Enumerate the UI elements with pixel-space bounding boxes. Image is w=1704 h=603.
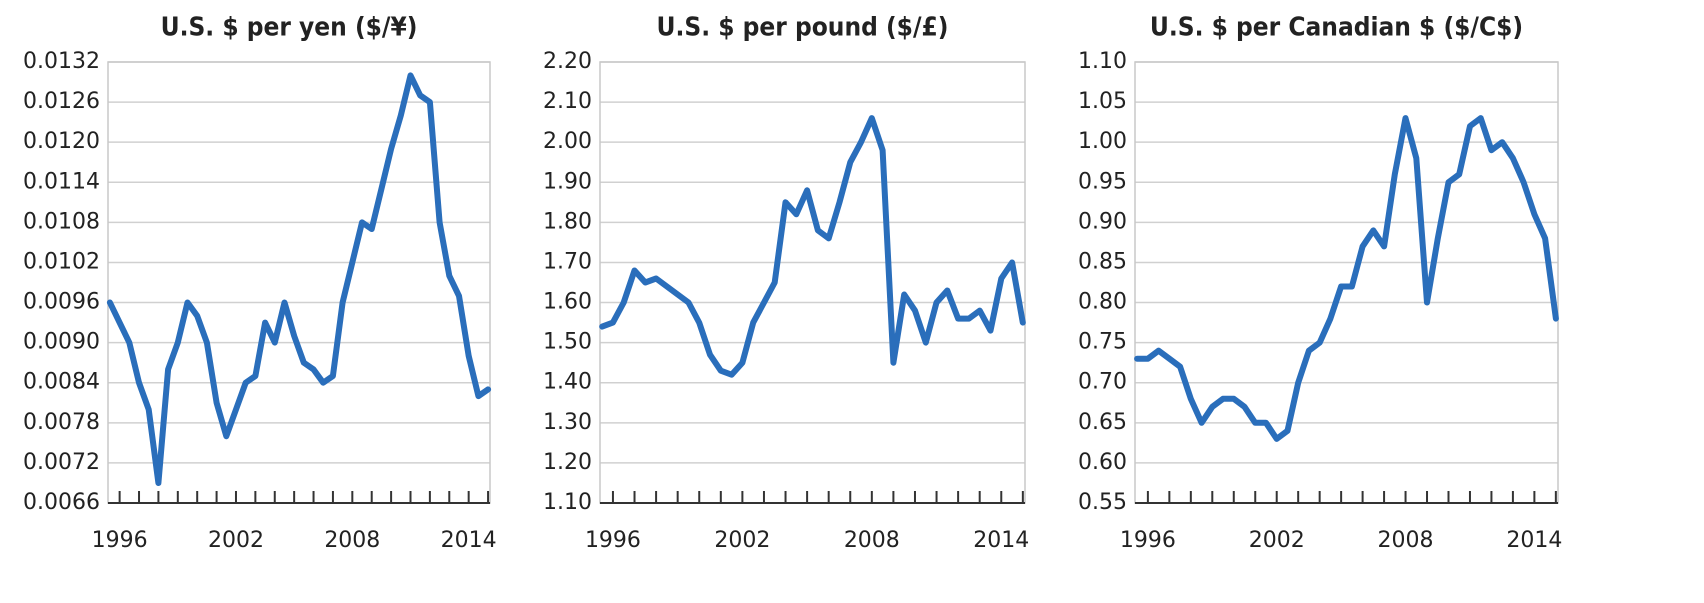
y-tick-label: 0.60	[1078, 450, 1127, 475]
y-tick-label: 1.30	[543, 410, 592, 435]
y-tick-label: 1.20	[543, 450, 592, 475]
y-tick-label: 1.90	[543, 169, 592, 194]
data-line	[1134, 115, 1559, 442]
y-tick-label: 0.65	[1078, 410, 1127, 435]
plot-frame	[1134, 61, 1559, 504]
x-tick-label: 1996	[585, 528, 641, 553]
chart-title: U.S. $ per pound ($/£)	[657, 13, 949, 43]
y-tick-label: 0.90	[1078, 209, 1127, 234]
y-tick-label: 0.0078	[23, 410, 100, 435]
data-line	[599, 115, 1026, 378]
y-tick-label: 1.80	[543, 209, 592, 234]
y-tick-label: 0.0084	[23, 370, 100, 395]
y-tick-label: 0.0114	[23, 169, 100, 194]
y-tick-label: 1.60	[543, 290, 592, 315]
x-tick-label: 2008	[844, 528, 900, 553]
y-tick-label: 0.0108	[23, 209, 100, 234]
y-tick-label: 2.20	[543, 49, 592, 74]
y-tick-label: 0.0072	[23, 450, 100, 475]
y-tick-label: 2.10	[543, 89, 592, 114]
y-tick-label: 0.0066	[23, 490, 100, 515]
y-tick-label: 0.85	[1078, 249, 1127, 274]
chart-title: U.S. $ per Canadian $ ($/C$)	[1150, 13, 1523, 43]
y-tick-label: 0.0090	[23, 330, 100, 355]
y-tick-label: 0.80	[1078, 290, 1127, 315]
y-tick-label: 2.00	[543, 129, 592, 154]
x-tick-label: 2014	[973, 528, 1029, 553]
x-tick-label: 2002	[714, 528, 770, 553]
y-tick-label: 0.75	[1078, 330, 1127, 355]
y-tick-label: 0.95	[1078, 169, 1127, 194]
x-tick-label: 2002	[208, 528, 264, 553]
y-tick-label: 1.05	[1078, 89, 1127, 114]
y-tick-label: 1.40	[543, 370, 592, 395]
x-tick-label: 1996	[1120, 528, 1176, 553]
y-tick-label: 0.0120	[23, 129, 100, 154]
y-tick-label: 1.00	[1078, 129, 1127, 154]
chart-title: U.S. $ per yen ($/¥)	[161, 13, 418, 43]
y-tick-label: 0.0126	[23, 89, 100, 114]
y-tick-label: 0.55	[1078, 490, 1127, 515]
y-tick-label: 1.70	[543, 249, 592, 274]
y-tick-label: 0.0102	[23, 249, 100, 274]
x-tick-label: 2008	[324, 528, 380, 553]
y-tick-label: 0.70	[1078, 370, 1127, 395]
x-tick-label: 2008	[1378, 528, 1434, 553]
y-tick-label: 1.10	[543, 490, 592, 515]
data-line	[106, 72, 492, 486]
x-tick-label: 1996	[92, 528, 148, 553]
x-tick-label: 2014	[441, 528, 497, 553]
x-tick-label: 2014	[1506, 528, 1562, 553]
y-tick-label: 0.0132	[23, 49, 100, 74]
y-tick-label: 1.10	[1078, 49, 1127, 74]
x-tick-label: 2002	[1249, 528, 1305, 553]
y-tick-label: 0.0096	[23, 290, 100, 315]
y-tick-label: 1.50	[543, 330, 592, 355]
